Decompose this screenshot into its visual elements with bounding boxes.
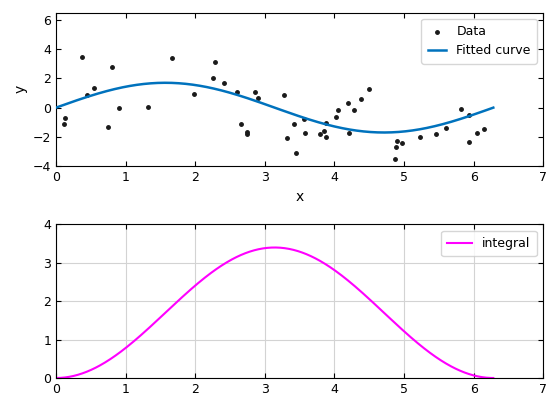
Data bbox=[345, 130, 354, 137]
Data bbox=[300, 115, 309, 122]
Data bbox=[432, 130, 441, 137]
Data bbox=[78, 53, 87, 60]
Data bbox=[465, 112, 474, 118]
Data bbox=[283, 135, 292, 142]
Fitted curve bbox=[290, 112, 297, 117]
integral bbox=[490, 375, 497, 381]
Data bbox=[143, 104, 152, 110]
Data bbox=[364, 86, 373, 92]
Legend: integral: integral bbox=[441, 231, 537, 256]
Data bbox=[401, 166, 410, 173]
Data bbox=[473, 129, 482, 136]
Data bbox=[464, 139, 473, 145]
Data bbox=[343, 100, 352, 107]
Data bbox=[233, 89, 242, 95]
Data bbox=[390, 156, 399, 163]
Data bbox=[319, 127, 328, 134]
integral bbox=[260, 246, 267, 251]
Data bbox=[321, 120, 330, 126]
Data bbox=[292, 149, 301, 156]
Data bbox=[398, 139, 407, 146]
Fitted curve bbox=[53, 105, 59, 110]
Data bbox=[237, 120, 246, 127]
Data bbox=[280, 92, 289, 98]
Data bbox=[441, 125, 450, 131]
Fitted curve bbox=[314, 119, 320, 124]
Fitted curve bbox=[162, 80, 169, 85]
Data bbox=[90, 85, 99, 92]
Legend: Data, Fitted curve: Data, Fitted curve bbox=[421, 19, 537, 63]
Data bbox=[114, 105, 123, 111]
Fitted curve bbox=[380, 130, 387, 135]
Data bbox=[243, 130, 252, 137]
Data bbox=[253, 94, 262, 101]
integral bbox=[263, 245, 270, 250]
Data bbox=[334, 107, 343, 114]
Data bbox=[315, 131, 324, 137]
Data bbox=[167, 55, 176, 61]
integral bbox=[480, 375, 487, 380]
Fitted curve bbox=[490, 105, 497, 110]
Data bbox=[82, 92, 91, 99]
Data bbox=[479, 126, 488, 132]
Data bbox=[321, 134, 330, 140]
Data bbox=[211, 59, 220, 66]
Data bbox=[60, 121, 69, 127]
Y-axis label: y: y bbox=[13, 85, 27, 94]
Data bbox=[108, 63, 117, 70]
Data bbox=[332, 113, 340, 120]
integral bbox=[412, 339, 419, 344]
Data bbox=[300, 130, 309, 136]
Data bbox=[219, 79, 228, 86]
Data bbox=[60, 115, 69, 122]
Fitted curve bbox=[413, 127, 419, 132]
Fitted curve bbox=[481, 108, 488, 113]
integral bbox=[53, 375, 59, 381]
Line: Fitted curve: Fitted curve bbox=[56, 83, 493, 132]
Data bbox=[416, 134, 424, 141]
Fitted curve bbox=[261, 102, 268, 107]
Data bbox=[209, 75, 218, 81]
Data bbox=[103, 123, 112, 130]
Data bbox=[349, 107, 358, 114]
Data bbox=[189, 90, 198, 97]
integral bbox=[271, 245, 278, 250]
Data bbox=[251, 89, 260, 95]
Data bbox=[242, 129, 251, 135]
Fitted curve bbox=[264, 102, 270, 108]
Data bbox=[357, 95, 366, 102]
X-axis label: x: x bbox=[296, 189, 304, 204]
Data bbox=[456, 106, 465, 113]
Line: integral: integral bbox=[56, 247, 493, 378]
Data bbox=[290, 121, 299, 128]
integral bbox=[290, 247, 297, 252]
integral bbox=[314, 257, 320, 262]
Data bbox=[393, 137, 402, 144]
Data bbox=[392, 144, 401, 150]
